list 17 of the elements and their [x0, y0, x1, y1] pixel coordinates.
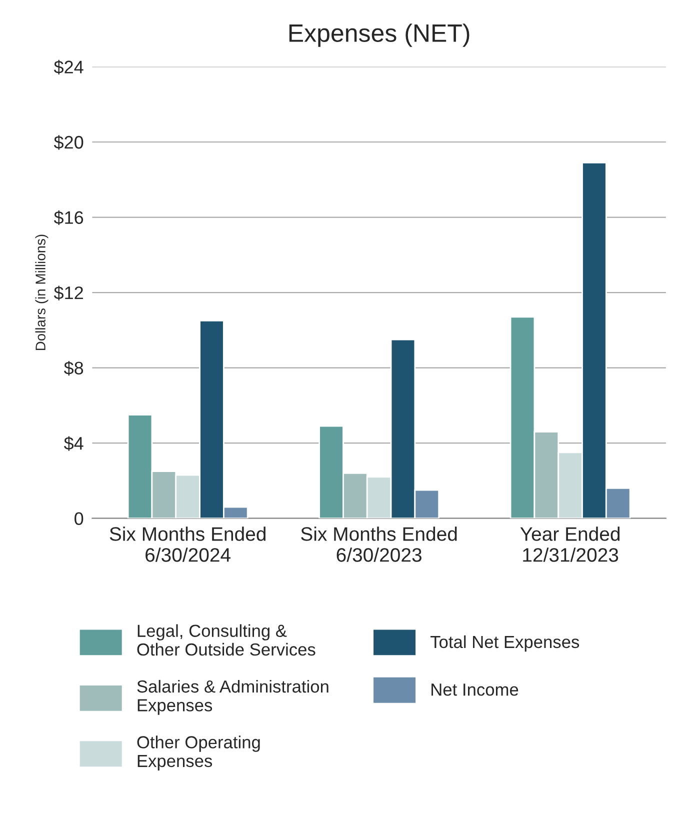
y-tick-label: $8 — [64, 360, 84, 376]
y-tick-label: $20 — [54, 135, 84, 150]
legend-label: Net Income — [432, 684, 518, 696]
legend-label: Total Net Expenses — [430, 635, 580, 652]
x-tick-label: Six Months Ended 6/30/2024 — [110, 526, 266, 562]
y-tick-label: $24 — [54, 60, 84, 75]
legend-label: Salaries & Administration Expenses — [137, 680, 328, 715]
legend-label: Other Operating Expenses — [137, 736, 260, 771]
chart-title: Expenses (NET) — [289, 24, 470, 47]
y-tick-label: $4 — [64, 436, 84, 451]
legend-label: Legal, Consulting & Other Outside Services — [137, 624, 316, 656]
y-tick-label: $12 — [54, 286, 83, 300]
y-tick-label: 0 — [74, 512, 84, 526]
y-tick-label: $16 — [54, 210, 84, 226]
x-tick-label: Six Months Ended 6/30/2023 — [301, 526, 457, 562]
y-axis-title: Dollars (in Millions) — [35, 234, 48, 350]
x-tick-label: Year Ended 12/31/2023 — [520, 526, 620, 562]
